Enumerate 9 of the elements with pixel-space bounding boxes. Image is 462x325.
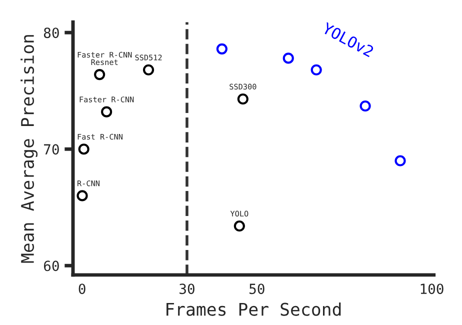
x-tick-label: 0	[78, 284, 86, 294]
y-tick-label: 60	[44, 260, 59, 272]
y-tick-label: 80	[44, 28, 59, 38]
x-tick-label: 50	[250, 284, 264, 294]
y-tick-label: 70	[44, 144, 59, 155]
x-axis-title: Frames Per Second	[166, 302, 341, 316]
y-axis-title: Mean Average Precision	[20, 35, 38, 263]
x-tick-label: 100	[420, 284, 444, 294]
x-tick-label: 30	[180, 284, 194, 294]
